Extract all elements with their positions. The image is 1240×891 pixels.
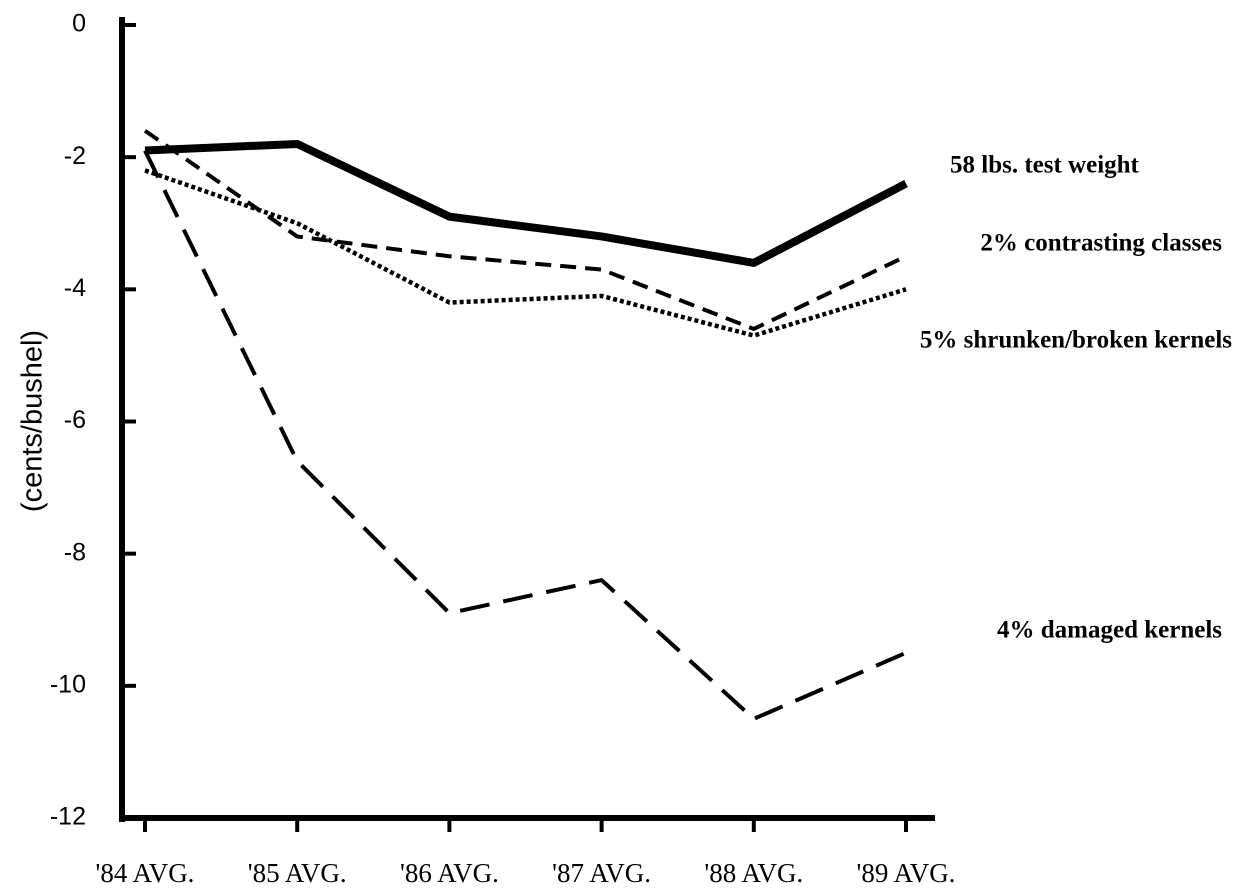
y-tick-label: -2 — [64, 142, 86, 170]
series-line — [144, 139, 908, 267]
y-tick-label: -12 — [50, 803, 86, 831]
series-label: 2% contrasting classes — [980, 230, 1222, 257]
series-line — [143, 149, 907, 721]
x-tick-label: '84 AVG. — [96, 858, 195, 888]
x-tick-label: '86 AVG. — [400, 858, 499, 888]
y-tick-label: -10 — [50, 670, 86, 698]
series-label: 58 lbs. test weight — [950, 152, 1140, 179]
x-tick-label: '87 AVG. — [552, 858, 651, 888]
series-label: 5% shrunken/broken kernels — [920, 327, 1232, 354]
x-tick-label: '85 AVG. — [248, 858, 347, 888]
y-axis-label: (cents/bushel) — [17, 330, 49, 512]
series-label: 4% damaged kernels — [997, 617, 1222, 644]
y-tick-label: -4 — [64, 274, 86, 302]
y-tick-label: 0 — [72, 10, 86, 38]
x-tick-label: '89 AVG. — [857, 858, 956, 888]
x-tick-label: '88 AVG. — [704, 858, 803, 888]
series-line — [144, 168, 907, 338]
series-line — [143, 129, 907, 331]
y-tick-label: -6 — [64, 406, 86, 434]
y-tick-label: -8 — [64, 538, 86, 566]
